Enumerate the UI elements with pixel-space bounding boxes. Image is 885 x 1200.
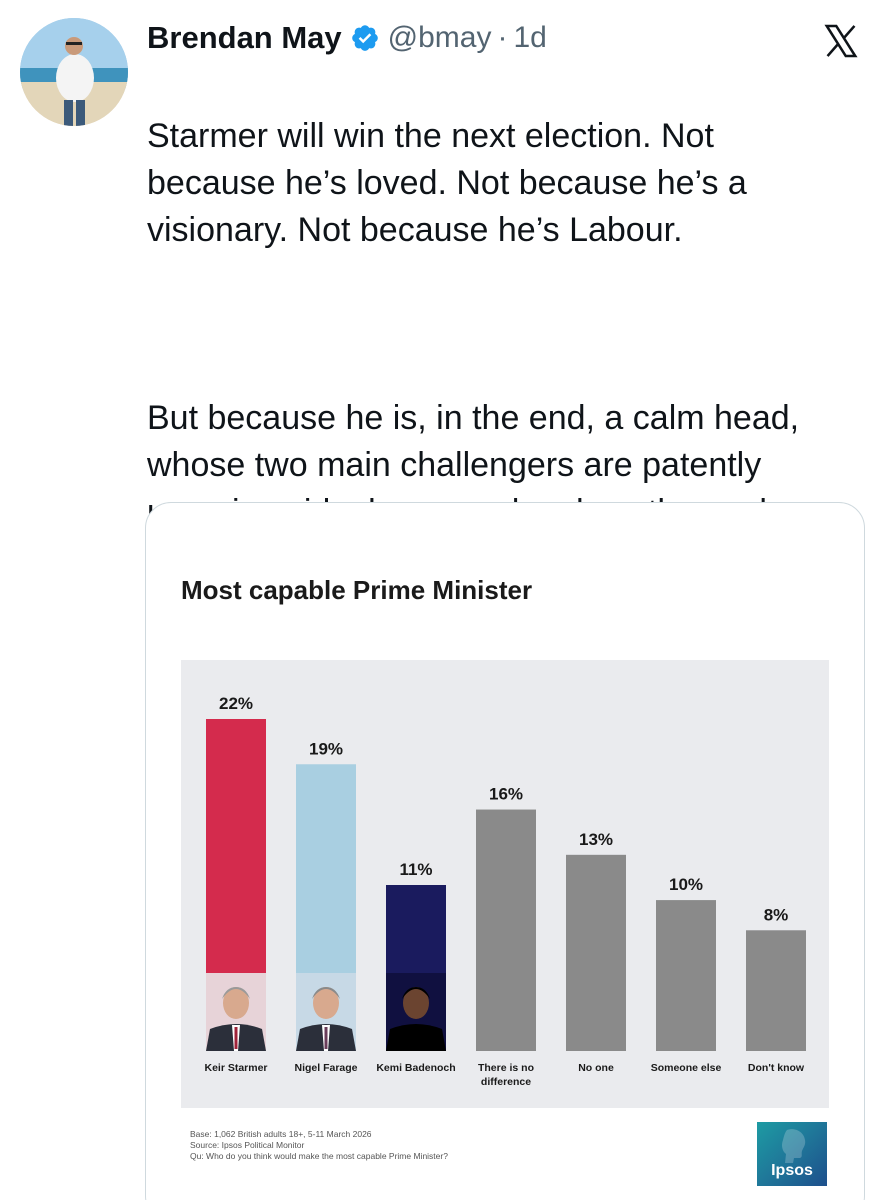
footnote-source: Source: Ipsos Political Monitor [190,1140,305,1150]
category-label-6: Don't know [748,1062,805,1074]
bar-group-2: 11% Kemi Badenoch [376,860,455,1074]
tweet-paragraph-1: Starmer will win the next election. Not … [147,117,747,249]
author-name[interactable]: Brendan May [147,20,342,55]
footnote-base: Base: 1,062 British adults 18+, 5-11 Mar… [190,1129,372,1139]
bar-value-label-5: 10% [669,875,703,894]
bar-group-5: 10% Someone else [651,875,722,1074]
bar-4 [566,854,626,1051]
avatar-photo [20,18,128,126]
ipsos-logo-text: Ipsos [771,1162,813,1179]
separator-dot: · [497,21,508,54]
chart-title: Most capable Prime Minister [181,575,533,605]
category-label-3: There is no [478,1062,534,1074]
portrait-2 [386,973,446,1051]
bar-group-6: 8% Don't know [746,905,806,1074]
bar-6 [746,930,806,1051]
portrait-0 [206,973,266,1051]
chart-footnotes: Base: 1,062 British adults 18+, 5-11 Mar… [190,1129,448,1162]
bar-value-label-2: 11% [399,860,432,879]
category-label-5: Someone else [651,1062,722,1074]
category-label-1: Nigel Farage [294,1062,357,1074]
category-label-2: Kemi Badenoch [376,1062,455,1074]
bar-group-3: 16% There is no difference [476,785,536,1088]
bar-value-label-4: 13% [579,830,613,849]
category-label-3-line-1: difference [481,1076,531,1088]
bar-value-label-0: 22% [219,694,253,713]
category-label-4: No one [578,1062,614,1074]
bar-value-label-6: 8% [764,905,789,924]
author-handle[interactable]: @bmay [387,21,492,54]
footnote-question: Qu: Who do you think would make the most… [190,1151,448,1161]
category-label-0: Keir Starmer [204,1062,267,1074]
bar-chart: 22% Keir Starmer 19% Nigel Farage 11% Kemi Ba… [204,694,806,1088]
bar-3 [476,809,536,1051]
ipsos-logo: Ipsos [757,1122,827,1186]
bar-group-4: 13% No one [566,830,626,1074]
ipsos-head-icon [782,1129,806,1163]
bar-value-label-3: 16% [489,785,523,804]
tweet-media-card[interactable]: Most capable Prime Minister 22% Keir Star… [145,502,865,1200]
bar-value-label-1: 19% [309,739,343,758]
portrait-1 [296,973,356,1051]
bar-group-1: 19% Nigel Farage [294,739,357,1074]
author-avatar[interactable] [20,18,128,126]
chart-panel: 22% Keir Starmer 19% Nigel Farage 11% Kemi Ba… [181,660,829,1108]
tweet-timestamp[interactable]: 1d [513,21,547,54]
x-logo-icon[interactable] [820,22,862,60]
bar-group-0: 22% Keir Starmer [204,694,267,1074]
tweet-header: Brendan May @bmay · 1d [147,20,547,56]
bar-5 [656,900,716,1051]
verified-badge-icon [350,23,380,53]
